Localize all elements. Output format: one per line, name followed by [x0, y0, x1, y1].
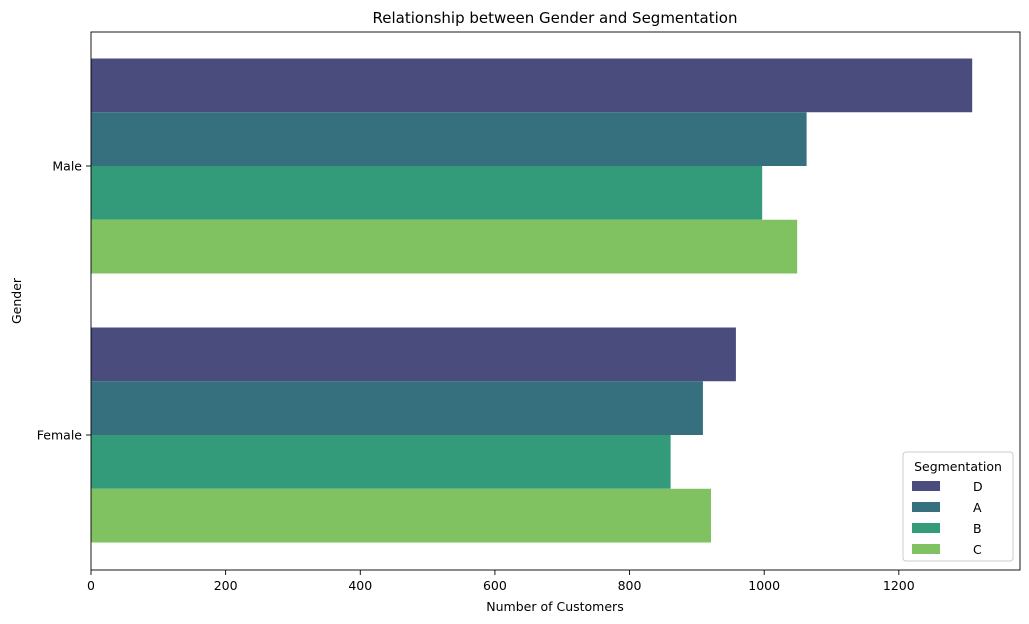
legend-swatch-b [912, 523, 940, 533]
bars-group [91, 58, 973, 543]
bar-female-b [91, 435, 671, 489]
bar-male-a [91, 112, 807, 166]
x-tick-label: 800 [618, 578, 642, 593]
x-axis-label: Number of Customers [486, 599, 623, 614]
x-axis-ticks: 0 200 400 600 800 1000 1200 [87, 570, 915, 593]
bar-female-a [91, 381, 703, 435]
bar-female-d [91, 327, 736, 382]
bar-male-c [91, 219, 798, 274]
plot-frame [90, 31, 1021, 571]
x-tick-label: 600 [483, 578, 507, 593]
x-tick-label: 1200 [883, 578, 915, 593]
y-tick-label-male: Male [52, 159, 82, 174]
bar-male-b [91, 166, 763, 220]
y-axis-ticks: Male Female [37, 159, 91, 443]
legend-swatch-c [912, 544, 940, 554]
bar-female-c [91, 488, 712, 543]
legend-swatch-a [912, 502, 940, 512]
chart-title: Relationship between Gender and Segmenta… [373, 9, 738, 27]
legend-label-d: D [973, 479, 983, 494]
legend-swatch-d [912, 481, 940, 491]
legend-label-b: B [973, 521, 982, 536]
legend-label-c: C [973, 542, 982, 557]
x-tick-label: 0 [87, 578, 95, 593]
legend-title: Segmentation [914, 459, 1002, 474]
bar-male-d [91, 58, 973, 113]
y-axis-label: Gender [9, 277, 24, 324]
x-tick-label: 200 [214, 578, 238, 593]
legend-box [902, 451, 1014, 562]
y-tick-label-female: Female [37, 428, 83, 443]
x-tick-label: 1000 [748, 578, 780, 593]
x-tick-label: 400 [348, 578, 372, 593]
legend-label-a: A [973, 500, 982, 515]
